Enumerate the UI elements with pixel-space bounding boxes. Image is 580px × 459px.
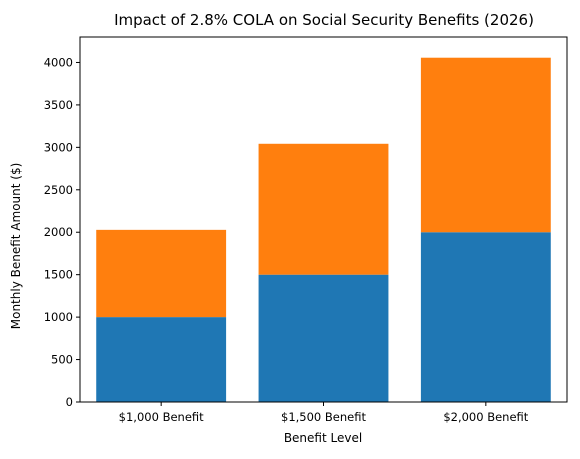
bar-series-0-category-0: [96, 317, 227, 402]
y-tick-label: 3500: [44, 98, 73, 112]
plot-frame: [79, 36, 568, 403]
bar-series-0-category-1: [258, 274, 389, 402]
x-axis-label: Benefit Level: [284, 431, 362, 445]
y-tick-label: 0: [66, 395, 73, 409]
bar-series-1-category-1: [258, 143, 389, 275]
y-tick-label: 2000: [44, 225, 73, 239]
bar-series-1-category-2: [420, 57, 551, 233]
y-axis: 0 500 1000 1500 2000 2500 3000 3500 4000: [44, 55, 80, 409]
y-tick-label: 500: [51, 353, 73, 367]
y-tick-label: 2500: [44, 183, 73, 197]
x-tick-label: $2,000 Benefit: [443, 410, 528, 424]
x-axis: $1,000 Benefit $1,500 Benefit $2,000 Benef…: [119, 402, 529, 424]
bars-layer: [96, 57, 551, 402]
y-tick-label: 4000: [44, 55, 73, 69]
y-axis-label: Monthly Benefit Amount ($): [9, 163, 23, 330]
y-tick-label: 1500: [44, 268, 73, 282]
x-tick-label: $1,000 Benefit: [119, 410, 204, 424]
y-tick-label: 3000: [44, 140, 73, 154]
bar-series-0-category-2: [420, 232, 551, 402]
x-tick-label: $1,500 Benefit: [281, 410, 366, 424]
chart-title: Impact of 2.8% COLA on Social Security B…: [114, 11, 534, 29]
bar-series-1-category-0: [96, 229, 227, 318]
y-tick-label: 1000: [44, 310, 73, 324]
